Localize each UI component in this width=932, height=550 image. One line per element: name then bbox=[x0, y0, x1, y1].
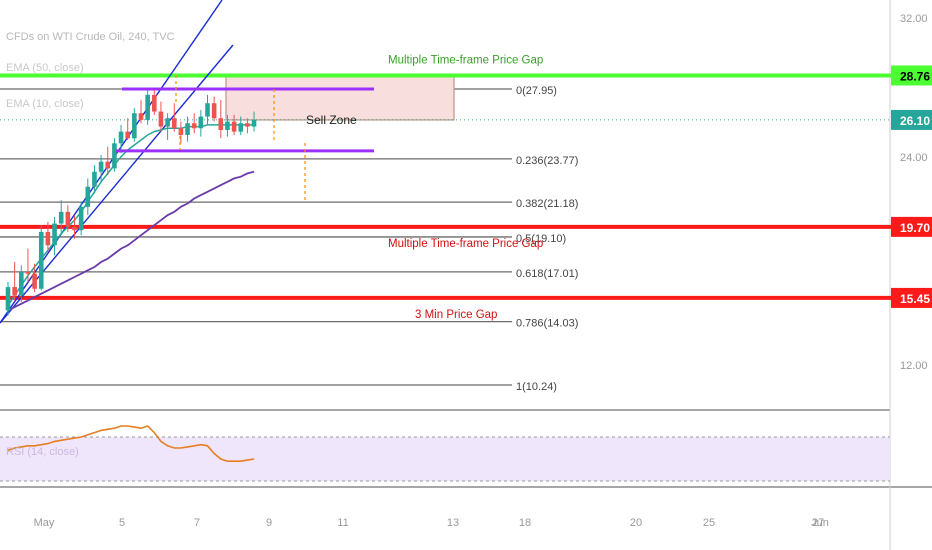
time-tick-label: 20 bbox=[630, 517, 642, 529]
candle-body bbox=[218, 118, 224, 130]
candle-body bbox=[231, 121, 237, 132]
candle-body bbox=[105, 161, 111, 169]
candle-body bbox=[98, 161, 104, 172]
candle-body bbox=[145, 94, 150, 120]
fib-label: 0.236(23.77) bbox=[516, 155, 578, 167]
time-tick-label: 5 bbox=[119, 517, 125, 529]
candle-body bbox=[165, 118, 170, 127]
candle-body bbox=[5, 287, 11, 311]
ema50-label: EMA (50, close) bbox=[6, 62, 84, 74]
candle-body bbox=[198, 116, 204, 129]
ema50-line bbox=[7, 170, 255, 312]
price-tick-label: 12.00 bbox=[900, 360, 928, 372]
purple-range-lines bbox=[116, 87, 374, 153]
ema10-line bbox=[7, 124, 255, 306]
candle-body bbox=[125, 131, 130, 139]
header-labels: CFDs on WTI Crude Oil, 240, TVC EMA (50, … bbox=[6, 31, 175, 110]
candle-body bbox=[38, 231, 44, 289]
candle-body bbox=[112, 143, 117, 169]
candle-body bbox=[158, 111, 164, 127]
level-green-badge bbox=[891, 65, 932, 86]
candle-body bbox=[65, 211, 71, 227]
ema10-label: EMA (10, close) bbox=[6, 98, 84, 110]
horizontal-levels: Multiple Time-frame Price Gap Multiple Ti… bbox=[0, 54, 932, 321]
level-red-1-label: 19.70 bbox=[900, 221, 930, 235]
time-tick-label: 9 bbox=[266, 517, 272, 529]
level-green-label: 28.76 bbox=[900, 69, 930, 83]
sell-zone-label: Sell Zone bbox=[306, 113, 357, 127]
candle-body bbox=[138, 113, 144, 120]
candle-body bbox=[72, 226, 77, 231]
candle-body bbox=[152, 94, 157, 112]
candle-body bbox=[78, 206, 84, 231]
rsi-band bbox=[0, 437, 890, 481]
projection-dashes bbox=[175, 75, 306, 200]
rsi-label: RSI (14, close) bbox=[6, 446, 79, 458]
current-price-label: 26.10 bbox=[900, 114, 930, 128]
fib-label: 0.618(17.01) bbox=[516, 268, 578, 280]
candle-body bbox=[12, 287, 17, 296]
price-tick-label: 24.00 bbox=[900, 152, 928, 164]
candle-body bbox=[25, 272, 31, 274]
rsi-line bbox=[7, 425, 255, 462]
candle-body bbox=[92, 171, 97, 187]
time-tick-label: 18 bbox=[519, 517, 531, 529]
annotation-gap-green: Multiple Time-frame Price Gap bbox=[388, 54, 543, 66]
trend-channel bbox=[0, 0, 234, 324]
candles bbox=[5, 88, 257, 316]
time-tick-label: 11 bbox=[337, 517, 348, 529]
channel-upper-line bbox=[0, 0, 223, 324]
candle-body bbox=[85, 186, 91, 207]
time-tick-label: Jun bbox=[811, 517, 829, 529]
candle-body bbox=[205, 103, 210, 117]
candle-body bbox=[185, 123, 190, 135]
current-price-badge bbox=[891, 109, 932, 130]
price-axis: 32.00 24.00 12.00 28.76 26.10 19.70 15.45 bbox=[891, 13, 932, 372]
time-tick-label: 7 bbox=[194, 517, 200, 529]
fib-label: 0(27.95) bbox=[516, 85, 557, 97]
fibonacci-levels: 0(27.95) 0.236(23.77) 0.382(21.18) 0.5(19.1… bbox=[0, 85, 578, 393]
level-red-2-label: 15.45 bbox=[900, 292, 930, 306]
time-tick-label: 27 bbox=[812, 517, 824, 529]
ema-lines bbox=[7, 124, 255, 312]
candle-body bbox=[178, 128, 184, 135]
candle-body bbox=[19, 272, 24, 296]
candle-body bbox=[32, 273, 37, 289]
fib-label: 0.382(21.18) bbox=[516, 198, 578, 210]
time-tick-label: 25 bbox=[703, 517, 715, 529]
level-red-1-badge bbox=[891, 216, 932, 237]
candle-body bbox=[52, 223, 57, 246]
fib-label: 0.786(14.03) bbox=[516, 318, 578, 330]
time-tick-label: 13 bbox=[447, 517, 459, 529]
fib-label: 0.5(19.10) bbox=[516, 233, 566, 245]
annotation-gap-3min: 3 Min Price Gap bbox=[415, 309, 497, 321]
time-tick-label: May bbox=[34, 517, 55, 529]
symbol-label: CFDs on WTI Crude Oil, 240, TVC bbox=[6, 31, 175, 43]
candle-body bbox=[191, 123, 197, 129]
candle-body bbox=[132, 113, 137, 139]
candle-body bbox=[45, 231, 51, 246]
fib-label: 1(10.24) bbox=[516, 381, 557, 393]
candle-body bbox=[225, 121, 230, 130]
candle-body bbox=[211, 103, 217, 119]
candle-body bbox=[118, 131, 124, 144]
candle-body bbox=[58, 211, 64, 224]
channel-lower-line bbox=[0, 44, 234, 324]
rsi-pane: RSI (14, close) bbox=[0, 425, 890, 482]
candle-body bbox=[171, 118, 177, 129]
price-tick-label: 32.00 bbox=[900, 13, 928, 25]
annotation-gap-red: Multiple Time-frame Price Gap bbox=[388, 238, 543, 250]
candle-body bbox=[245, 123, 250, 127]
level-red-2-badge bbox=[891, 287, 932, 308]
candle-body bbox=[238, 123, 244, 132]
candle-body bbox=[251, 119, 257, 127]
